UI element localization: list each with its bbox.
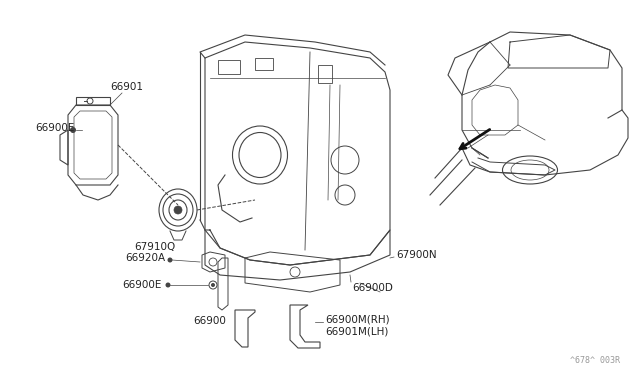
Circle shape (174, 206, 182, 214)
Circle shape (70, 127, 76, 133)
Bar (255, 58, 273, 70)
Text: 66900: 66900 (193, 316, 227, 326)
Bar (318, 65, 332, 83)
Text: 66901M(LH): 66901M(LH) (325, 327, 388, 337)
Text: 66900D: 66900D (352, 283, 393, 293)
Text: 67910Q: 67910Q (134, 242, 175, 252)
Text: 66900E: 66900E (123, 280, 162, 290)
Text: 66920A: 66920A (125, 253, 165, 263)
Circle shape (168, 257, 173, 263)
Text: ^678^ 003R: ^678^ 003R (570, 356, 620, 365)
Circle shape (211, 283, 215, 287)
Text: 66900M(RH): 66900M(RH) (325, 315, 390, 325)
Text: 66901: 66901 (110, 82, 143, 92)
Bar (218, 60, 240, 74)
Text: 66900E: 66900E (35, 123, 74, 133)
Circle shape (166, 282, 170, 288)
Text: 67900N: 67900N (396, 250, 436, 260)
